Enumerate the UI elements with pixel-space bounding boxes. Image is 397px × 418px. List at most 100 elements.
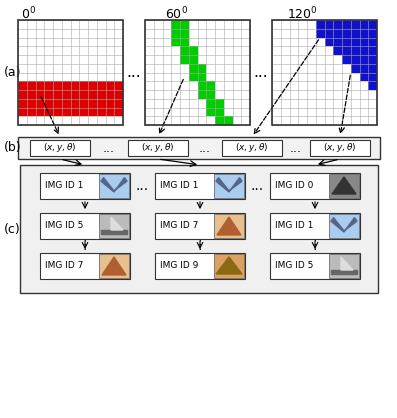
Bar xyxy=(145,20,250,125)
Polygon shape xyxy=(341,257,353,270)
Bar xyxy=(128,140,188,156)
Bar xyxy=(155,173,245,199)
Bar xyxy=(62,81,71,90)
Bar xyxy=(351,20,360,29)
Bar xyxy=(27,99,35,107)
Bar xyxy=(155,213,245,239)
Text: ...: ... xyxy=(127,65,141,80)
Bar xyxy=(329,254,359,278)
Bar xyxy=(206,107,215,116)
Bar xyxy=(214,174,244,198)
Bar xyxy=(351,64,360,72)
Polygon shape xyxy=(102,257,126,275)
Bar xyxy=(114,81,123,90)
Bar xyxy=(368,55,377,64)
Bar xyxy=(351,46,360,55)
Bar xyxy=(214,214,244,238)
Polygon shape xyxy=(216,178,242,192)
Bar xyxy=(368,46,377,55)
Bar xyxy=(53,90,62,99)
Text: ...: ... xyxy=(254,65,268,80)
Bar xyxy=(206,90,215,99)
Bar xyxy=(368,72,377,81)
Bar xyxy=(189,46,197,55)
Bar xyxy=(215,99,224,107)
Bar xyxy=(106,107,114,116)
Polygon shape xyxy=(332,177,356,194)
Bar xyxy=(71,81,79,90)
Bar xyxy=(351,55,360,64)
Bar xyxy=(360,38,368,46)
Polygon shape xyxy=(101,230,127,234)
Polygon shape xyxy=(331,270,357,274)
Bar xyxy=(360,20,368,29)
Bar xyxy=(62,90,71,99)
Bar xyxy=(79,90,88,99)
Text: ...: ... xyxy=(251,179,264,193)
Bar xyxy=(206,81,215,90)
Bar xyxy=(333,46,342,55)
Bar xyxy=(97,107,106,116)
Bar xyxy=(79,99,88,107)
Bar xyxy=(360,72,368,81)
Text: IMG ID 5: IMG ID 5 xyxy=(45,222,83,230)
Bar xyxy=(35,81,44,90)
Bar xyxy=(53,99,62,107)
Bar xyxy=(44,90,53,99)
Bar xyxy=(197,64,206,72)
Bar xyxy=(215,107,224,116)
Bar xyxy=(62,107,71,116)
Bar xyxy=(180,20,189,29)
Bar xyxy=(88,90,97,99)
Bar xyxy=(360,55,368,64)
Bar xyxy=(99,214,129,238)
Bar xyxy=(71,107,79,116)
Bar xyxy=(30,140,90,156)
Polygon shape xyxy=(216,257,242,274)
Bar xyxy=(316,20,324,29)
Bar xyxy=(342,46,351,55)
Bar xyxy=(20,165,378,293)
Bar xyxy=(329,174,359,198)
Text: IMG ID 7: IMG ID 7 xyxy=(45,262,83,270)
Bar xyxy=(106,99,114,107)
Bar xyxy=(180,55,189,64)
Bar xyxy=(224,116,233,125)
Bar xyxy=(18,20,123,125)
Bar xyxy=(360,46,368,55)
Bar xyxy=(324,20,333,29)
Text: (a): (a) xyxy=(4,66,21,79)
Bar xyxy=(360,64,368,72)
Text: IMG ID 1: IMG ID 1 xyxy=(160,181,198,191)
Bar xyxy=(44,107,53,116)
Text: IMG ID 1: IMG ID 1 xyxy=(45,181,83,191)
Bar xyxy=(333,38,342,46)
Bar xyxy=(88,99,97,107)
Text: ...: ... xyxy=(103,142,115,155)
Bar xyxy=(171,38,180,46)
Bar xyxy=(155,253,245,279)
Text: ...: ... xyxy=(136,179,149,193)
Bar xyxy=(197,90,206,99)
Bar xyxy=(114,107,123,116)
Bar xyxy=(18,107,27,116)
Bar xyxy=(44,81,53,90)
Bar xyxy=(214,254,244,278)
Bar xyxy=(342,55,351,64)
Bar xyxy=(316,29,324,38)
Bar xyxy=(99,254,129,278)
Text: ⋮: ⋮ xyxy=(79,239,91,252)
Bar xyxy=(180,38,189,46)
Bar xyxy=(79,81,88,90)
Bar xyxy=(270,213,360,239)
Bar xyxy=(18,137,380,159)
Bar xyxy=(270,253,360,279)
Text: ⋮: ⋮ xyxy=(194,239,206,252)
Bar xyxy=(171,20,180,29)
Bar xyxy=(106,90,114,99)
Bar xyxy=(88,81,97,90)
Bar xyxy=(71,99,79,107)
Bar xyxy=(44,99,53,107)
Bar xyxy=(99,174,129,198)
Bar xyxy=(270,173,360,199)
